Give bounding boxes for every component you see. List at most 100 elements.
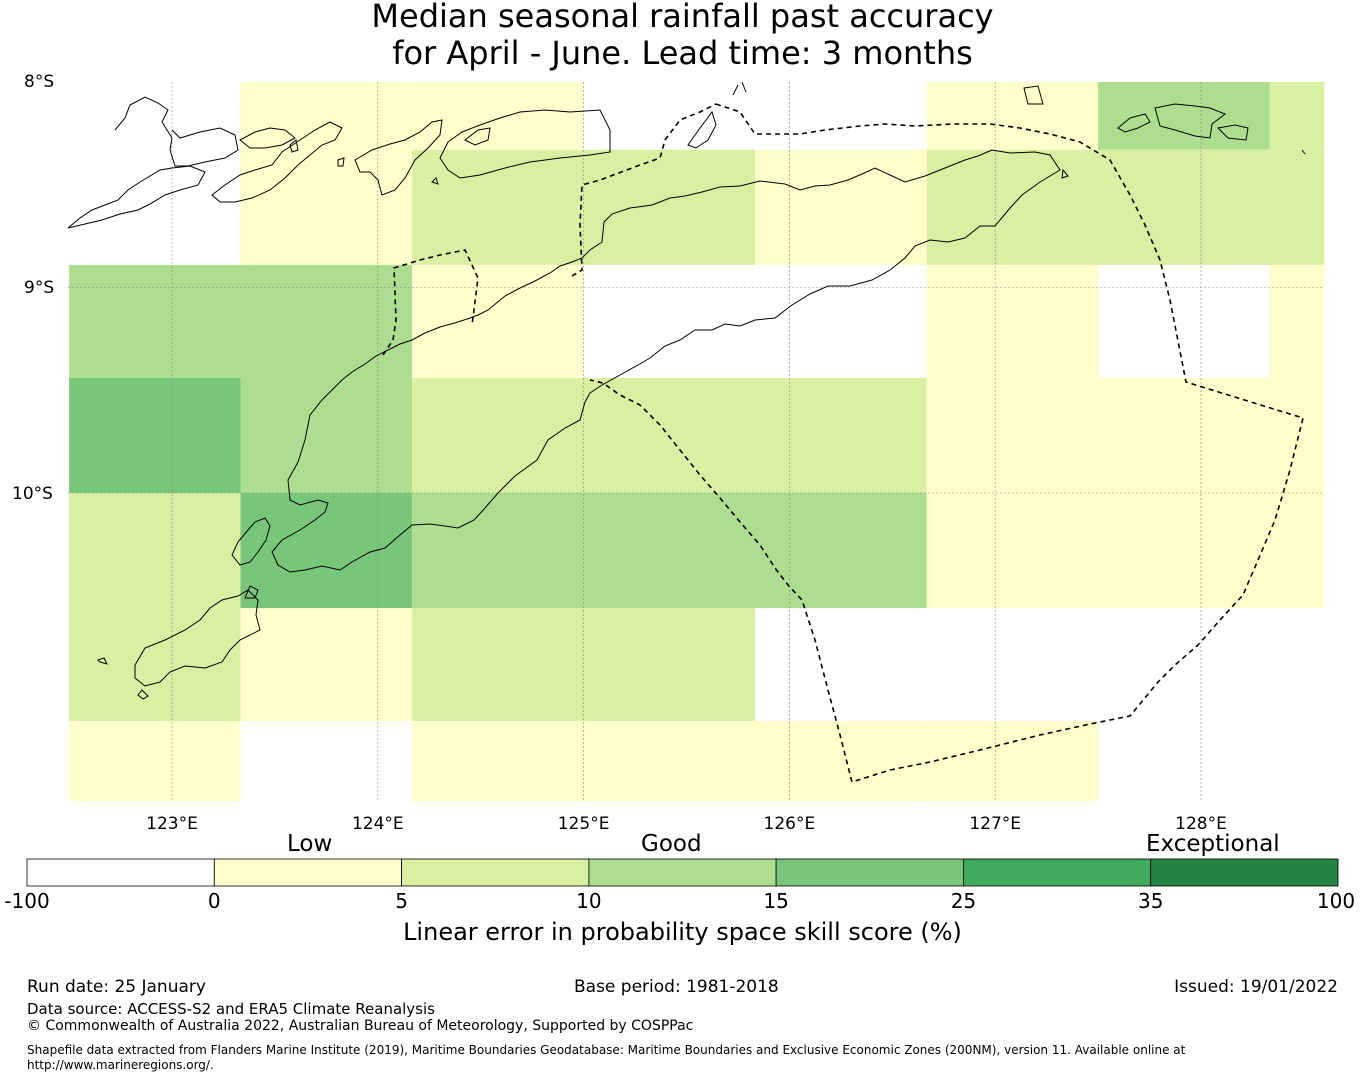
- shapefile-credit-line-1: Shapefile data extracted from Flanders M…: [27, 1043, 1186, 1057]
- skill-cell: [755, 493, 927, 609]
- skill-cell: [240, 82, 413, 150]
- colorbar-segment: [1150, 858, 1339, 887]
- small-islet-coast: [431, 177, 439, 185]
- colorbar-segment: [213, 858, 403, 887]
- colorbar-segment: [588, 858, 777, 887]
- skill-cell: [583, 608, 755, 722]
- colorbar-tick-label: 15: [763, 889, 789, 913]
- ndana-islet-coast: [137, 689, 149, 700]
- colorbar-tick-label: 35: [1137, 889, 1164, 913]
- islet-coast: [1301, 149, 1306, 155]
- skill-cell: [926, 82, 1099, 150]
- small-islet-coast: [289, 139, 299, 153]
- skill-cell: [69, 493, 241, 609]
- skill-cell: [240, 608, 413, 722]
- skill-cell: [755, 721, 927, 802]
- colorbar-segment: [963, 858, 1152, 887]
- skill-cell: [412, 721, 584, 802]
- skill-cell: [583, 493, 755, 609]
- solor-island-coast: [211, 121, 343, 203]
- adonara-island-coast: [239, 127, 296, 149]
- babar-island-coast: [1154, 103, 1227, 139]
- skill-cell: [69, 377, 241, 493]
- flores-island-coast: [67, 165, 206, 229]
- skill-cell: [583, 149, 755, 265]
- eez-boundary-line: [382, 103, 1304, 784]
- category-label-good: Good: [641, 831, 702, 857]
- rote-island-coast: [134, 589, 261, 687]
- skill-cell: [926, 493, 1099, 609]
- skill-grid: [69, 82, 1325, 802]
- longitude-label: 124°E: [351, 814, 404, 834]
- oecusse-coast: [231, 517, 271, 566]
- skill-cell: [412, 608, 584, 722]
- wetar-islet-coast: [1023, 85, 1044, 105]
- chart-title-line-2: for April - June. Lead time: 3 months: [392, 34, 973, 72]
- skill-cell: [1098, 82, 1270, 150]
- skill-cell: [1269, 149, 1325, 265]
- chart-title-line-1: Median seasonal rainfall past accuracy: [371, 0, 994, 35]
- small-islet-coast: [337, 157, 345, 167]
- longitude-label: 127°E: [969, 814, 1022, 834]
- category-label-exceptional: Exceptional: [1146, 831, 1280, 857]
- babar-east-islet-coast: [1216, 124, 1249, 141]
- colorbar-title: Linear error in probability space skill …: [403, 918, 962, 946]
- maritime-boundary: [382, 103, 1304, 784]
- skill-cell: [1098, 377, 1270, 493]
- semau-island-coast: [244, 585, 259, 599]
- colorbar-tick-label: 5: [395, 889, 408, 913]
- data-source: Data source: ACCESS-S2 and ERA5 Climate …: [27, 1000, 435, 1018]
- islet-coast: [732, 81, 747, 96]
- skill-cell: [1098, 493, 1270, 609]
- latitude-label: 9°S: [24, 278, 55, 298]
- longitude-label: 128°E: [1175, 814, 1227, 834]
- flores-north-coast: [114, 96, 239, 167]
- skill-cell: [926, 377, 1099, 493]
- skill-cell: [69, 608, 241, 722]
- islet-coast: [97, 657, 108, 665]
- skill-cell: [1269, 264, 1325, 378]
- latitude-label: 10°S: [12, 484, 53, 504]
- base-period: Base period: 1981-2018: [574, 977, 779, 997]
- skill-cell: [926, 149, 1099, 265]
- islet-coast: [1061, 168, 1069, 179]
- map-gridlines: [68, 82, 1324, 802]
- colorbar-segment: [401, 858, 590, 887]
- colorbar: [26, 858, 1339, 887]
- skill-cell: [755, 149, 927, 265]
- copyright-notice: © Commonwealth of Australia 2022, Austra…: [27, 1018, 694, 1034]
- skill-cell: [1269, 377, 1325, 493]
- longitude-label: 123°E: [146, 814, 198, 834]
- lembata-island-coast: [354, 119, 443, 196]
- skill-cell: [1098, 149, 1270, 265]
- skill-cell: [583, 721, 755, 802]
- issued-date: Issued: 19/01/2022: [1174, 977, 1338, 997]
- colorbar-segment: [775, 858, 964, 887]
- skill-cell: [412, 149, 584, 265]
- colorbar-tick-label: 10: [576, 889, 602, 913]
- shapefile-credit-line-2: http://www.marineregions.org/.: [27, 1058, 214, 1072]
- colorbar-segment: [26, 858, 215, 887]
- skill-cell: [240, 377, 413, 493]
- colorbar-tick-label: 0: [207, 889, 221, 913]
- colorbar-tick-label: 100: [1316, 889, 1356, 913]
- latitude-label: 8°S: [24, 72, 55, 92]
- run-date: Run date: 25 January: [27, 977, 206, 997]
- pantar-island-coast: [464, 127, 491, 146]
- skill-cell: [240, 493, 413, 609]
- skill-cell: [1269, 82, 1325, 150]
- skill-cell: [412, 493, 584, 609]
- skill-cell: [412, 82, 584, 150]
- skill-cell: [412, 377, 584, 493]
- timor-island-coast: [271, 149, 1061, 573]
- skill-cell: [69, 264, 241, 378]
- category-label-low: Low: [287, 831, 333, 857]
- skill-cell: [755, 377, 927, 493]
- babar-west-islet-coast: [1117, 113, 1151, 133]
- skill-cell: [69, 721, 241, 802]
- skill-cell: [926, 264, 1099, 378]
- longitude-label: 125°E: [557, 814, 610, 834]
- coastlines: [67, 81, 1306, 700]
- colorbar-tick-label: 25: [950, 889, 977, 913]
